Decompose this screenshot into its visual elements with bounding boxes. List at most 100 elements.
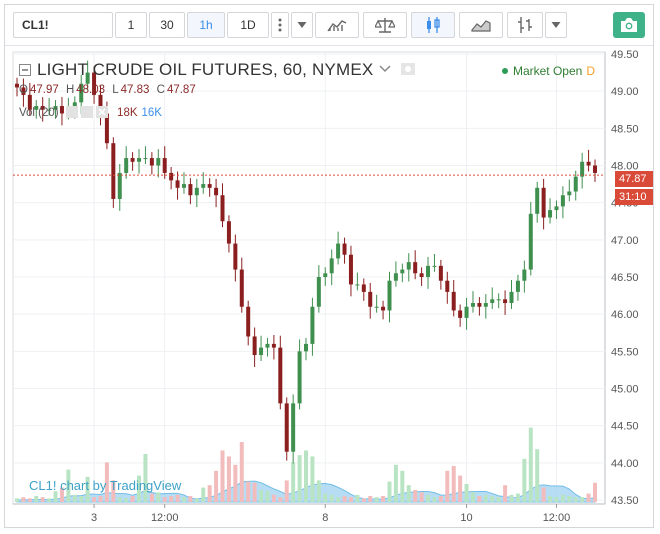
settings-icon[interactable]	[401, 63, 416, 75]
market-status: Market Open D	[501, 64, 595, 78]
candle-body	[175, 180, 180, 188]
candle-body	[426, 265, 431, 277]
volume-controls-icon[interactable]	[65, 106, 110, 118]
candle-body	[432, 265, 437, 267]
legend-ohlc: O 47.97 H 48.03 L 47.83 C 47.87	[19, 84, 200, 96]
volume-bar	[259, 490, 264, 502]
volume-bar	[252, 482, 257, 502]
volume-bar	[124, 498, 129, 502]
interval-1-button[interactable]: 1	[115, 12, 147, 38]
volume-bar	[580, 497, 585, 502]
candle-body	[291, 403, 296, 452]
volume-label: Vol (20)	[19, 107, 59, 119]
candle-body	[194, 187, 199, 196]
volume-bar	[27, 498, 32, 502]
candle-body	[567, 191, 572, 196]
candlestick-chart[interactable]: 49.5049.0048.5048.0047.5047.0046.5046.00…	[5, 46, 653, 527]
volume-bar	[528, 427, 533, 502]
volume-bar	[92, 497, 97, 502]
candle-body	[381, 306, 386, 311]
candle-body	[124, 158, 129, 173]
volume-bar	[79, 496, 84, 502]
y-tick-label: 45.00	[611, 384, 639, 396]
candles-style-icon[interactable]	[411, 12, 455, 38]
candle-body	[98, 94, 103, 114]
candle-body	[226, 221, 231, 244]
volume-bar	[451, 466, 456, 502]
interval-1d-button[interactable]: 1D	[227, 12, 269, 38]
volume-bar	[21, 497, 26, 502]
candle-body	[220, 195, 225, 222]
candle-body	[233, 243, 238, 270]
candle-body	[470, 303, 475, 307]
volume-bar	[406, 485, 411, 502]
candle-body	[271, 343, 276, 348]
candle-body	[336, 243, 341, 259]
chart-area[interactable]: 49.5049.0048.5048.0047.5047.0046.5046.00…	[5, 46, 653, 527]
compare-icon[interactable]	[363, 12, 407, 38]
interval-dropdown-icon[interactable]	[291, 12, 313, 38]
y-tick-label: 44.50	[611, 421, 639, 433]
candle-body	[361, 284, 366, 292]
candle-body	[21, 87, 26, 95]
volume-bar	[66, 469, 71, 502]
volume-bar	[40, 497, 45, 502]
candle-body	[169, 172, 174, 181]
volume-bar	[586, 493, 591, 502]
more-intervals-icon[interactable]	[271, 12, 289, 38]
candle-body	[541, 187, 546, 218]
volume-bar	[72, 494, 77, 502]
y-tick-label: 45.50	[611, 346, 639, 358]
volume-bar	[278, 497, 283, 502]
candle-body	[496, 299, 501, 301]
volume-bar	[98, 496, 103, 502]
area-style-icon[interactable]	[459, 12, 503, 38]
bars-style-icon[interactable]	[507, 12, 543, 38]
legend-title-text: LIGHT CRUDE OIL FUTURES, 60, NYMEX	[37, 60, 374, 79]
chevron-down-icon[interactable]	[379, 65, 392, 73]
candle-body	[413, 262, 418, 274]
volume-bar	[548, 496, 553, 502]
volume-bar	[458, 475, 463, 502]
symbol-search-button[interactable]: CL1!	[13, 12, 113, 38]
ohlc-close-key: C	[156, 84, 165, 96]
candle-body	[316, 277, 321, 307]
volume-bar	[271, 494, 276, 502]
interval-1h-button[interactable]: 1h	[187, 12, 225, 38]
y-tick-label: 49.00	[611, 86, 639, 98]
ohlc-open-value: 47.97	[29, 84, 59, 96]
candle-body	[458, 310, 463, 318]
candle-body	[438, 265, 443, 281]
volume-bar	[226, 456, 231, 502]
volume-value: 18K	[117, 107, 138, 119]
volume-bar	[149, 493, 154, 502]
volume-bar	[34, 496, 39, 502]
volume-bar	[181, 497, 186, 502]
legend-title: LIGHT CRUDE OIL FUTURES, 60, NYMEX	[19, 60, 416, 80]
x-tick-label: 12:00	[543, 512, 571, 524]
candle-body	[188, 184, 193, 196]
volume-bar	[323, 493, 328, 502]
volume-bar	[445, 470, 450, 502]
candle-body	[586, 161, 591, 166]
candle-body	[522, 269, 527, 281]
volume-bar	[470, 492, 475, 502]
volume-bar	[194, 498, 199, 502]
indicators-icon[interactable]	[315, 12, 359, 38]
volume-bar	[426, 494, 431, 502]
candle-body	[246, 306, 251, 337]
y-tick-label: 48.00	[611, 161, 639, 173]
interval-30-button[interactable]: 30	[149, 12, 185, 38]
volume-bar	[348, 497, 353, 502]
volume-bar	[593, 482, 597, 502]
volume-bar	[233, 464, 238, 502]
camera-icon[interactable]	[613, 12, 645, 38]
volume-bar	[355, 494, 360, 502]
candle-body	[59, 106, 64, 114]
chart-style-dropdown-icon[interactable]	[545, 12, 567, 38]
volume-bar	[374, 497, 379, 502]
candle-body	[130, 158, 135, 162]
collapse-legend-icon[interactable]	[19, 64, 31, 76]
volume-bar	[393, 464, 398, 502]
market-open-dot-icon	[501, 68, 508, 74]
